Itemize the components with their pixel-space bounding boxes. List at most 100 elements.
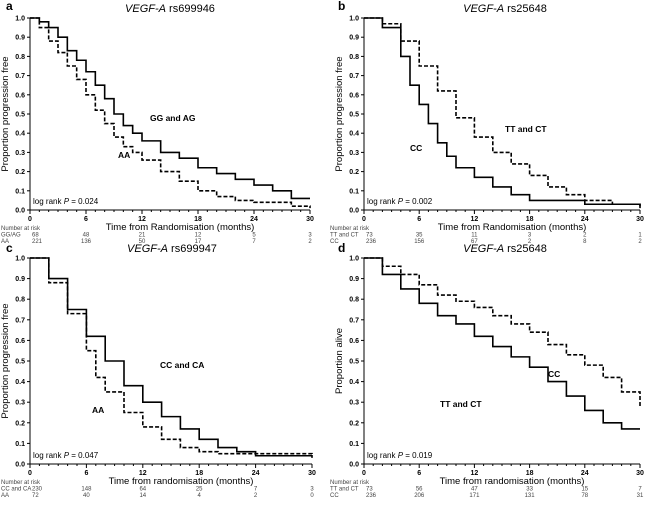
y-tick-label: 0.5: [349, 359, 359, 366]
risk-count: 2: [638, 239, 642, 245]
risk-row-label: CC: [330, 239, 339, 245]
risk-count: 236: [366, 239, 377, 245]
risk-count: 4: [198, 493, 202, 499]
risk-count: 72: [32, 493, 39, 499]
risk-count: 56: [416, 487, 423, 493]
risk-count: 230: [32, 487, 43, 493]
y-tick-label: 0.4: [349, 379, 359, 386]
panel-title: VEGF-A rs25648: [463, 3, 547, 15]
risk-count: 131: [525, 493, 536, 499]
x-tick-label: 6: [84, 470, 88, 477]
risk-row-label: TT and CT: [330, 487, 359, 493]
panel-letter: b: [338, 0, 345, 13]
y-axis-label: Proportion progression free: [334, 56, 345, 171]
x-tick-label: 30: [636, 470, 644, 477]
panel-letter: a: [6, 0, 13, 13]
risk-count: 0: [310, 493, 314, 499]
series-label: AA: [118, 150, 130, 160]
y-tick-label: 1.0: [349, 256, 359, 263]
x-tick-label: 18: [194, 216, 202, 223]
series-line-gg-and-ag: [30, 17, 310, 200]
risk-count: 67: [471, 239, 478, 245]
risk-count: 33: [526, 487, 533, 493]
series-label: TT and CT: [440, 399, 482, 409]
y-tick-label: 0.3: [349, 400, 359, 407]
series-line-cc-and-ca: [30, 257, 313, 458]
risk-count: 78: [581, 493, 588, 499]
x-axis-label: Time from Randomisation (months): [106, 222, 255, 233]
series-line-aa: [30, 17, 311, 209]
x-axis-label: Time from Randomisation (months): [438, 222, 587, 233]
pvalue-label: log rank P = 0.047: [33, 451, 99, 460]
risk-count: 50: [139, 239, 146, 245]
y-tick-label: 0.2: [15, 420, 25, 427]
y-tick-label: 0.6: [15, 338, 25, 345]
x-tick-label: 0: [362, 470, 366, 477]
y-tick-label: 1.0: [15, 256, 25, 263]
risk-header: Number at risk: [1, 226, 41, 232]
x-tick-label: 12: [471, 216, 479, 223]
x-tick-label: 30: [636, 216, 644, 223]
series-label: CC: [548, 369, 560, 379]
y-tick-label: 0.8: [349, 297, 359, 304]
risk-count: 171: [469, 493, 480, 499]
y-tick-label: 0.6: [349, 338, 359, 345]
risk-header: Number at risk: [330, 480, 370, 486]
risk-count: 7: [254, 487, 258, 493]
y-tick-label: 0.6: [15, 92, 25, 99]
risk-count: 1: [638, 233, 642, 239]
y-tick-label: 0.4: [15, 131, 25, 138]
risk-count: 64: [139, 487, 146, 493]
title-snp: rs699947: [168, 243, 217, 255]
risk-count: 21: [139, 233, 146, 239]
risk-count: 48: [83, 233, 90, 239]
y-axis-label: Proportion alive: [334, 328, 345, 394]
title-snp: rs25648: [504, 3, 547, 15]
y-tick-label: 0.0: [349, 208, 359, 215]
pvalue-label: log rank P = 0.002: [367, 197, 433, 206]
risk-count: 40: [83, 493, 90, 499]
x-tick-label: 18: [526, 470, 534, 477]
series-line-tt-and-ct: [364, 257, 640, 430]
y-tick-label: 0.3: [15, 150, 25, 157]
y-tick-label: 0.5: [15, 112, 25, 119]
risk-count: 2: [583, 233, 587, 239]
y-tick-label: 0.7: [15, 317, 25, 324]
risk-count: 2: [254, 493, 258, 499]
risk-count: 47: [471, 487, 478, 493]
series-label: GG and AG: [150, 113, 196, 123]
x-tick-label: 0: [362, 216, 366, 223]
panel-title: VEGF-A rs699947: [127, 243, 217, 255]
risk-row-label: AA: [1, 239, 9, 245]
x-tick-label: 30: [308, 470, 316, 477]
y-tick-label: 0.8: [349, 54, 359, 61]
y-tick-label: 0.4: [15, 379, 25, 386]
panel-letter: d: [338, 241, 345, 255]
panel-title: VEGF-A rs699946: [125, 3, 215, 15]
risk-count: 3: [308, 233, 312, 239]
risk-count: 7: [252, 239, 256, 245]
y-tick-label: 0.9: [349, 35, 359, 42]
risk-count: 206: [414, 493, 425, 499]
risk-row-label: GG/AG: [1, 233, 21, 239]
panel-a: a VEGF-A rs699946 0.0 0.1 0.2 0.3 0.4 0.5 0.6 0.7…: [0, 0, 314, 245]
x-tick-label: 24: [581, 470, 589, 477]
panel-d: d VEGF-A rs25648 0.0 0.1 0.2 0.3 0.4 0.5 0.6 0.7 0…: [330, 241, 644, 499]
x-tick-label: 0: [28, 470, 32, 477]
pvalue-label: log rank P = 0.024: [33, 197, 99, 206]
y-tick-label: 0.3: [15, 400, 25, 407]
series-line-tt-and-ct: [364, 17, 641, 209]
risk-count: 31: [637, 493, 644, 499]
title-snp: rs25648: [504, 243, 547, 255]
y-tick-label: 1.0: [349, 16, 359, 23]
x-tick-label: 6: [417, 216, 421, 223]
risk-count: 8: [583, 239, 587, 245]
risk-row-label: CC and CA: [1, 487, 31, 493]
risk-count: 12: [195, 233, 202, 239]
risk-count: 3: [528, 233, 532, 239]
risk-header: Number at risk: [330, 226, 370, 232]
x-axis-label: Time from randomisation (months): [109, 476, 254, 487]
series-line-cc: [364, 17, 641, 207]
panel-letter: c: [6, 241, 13, 255]
